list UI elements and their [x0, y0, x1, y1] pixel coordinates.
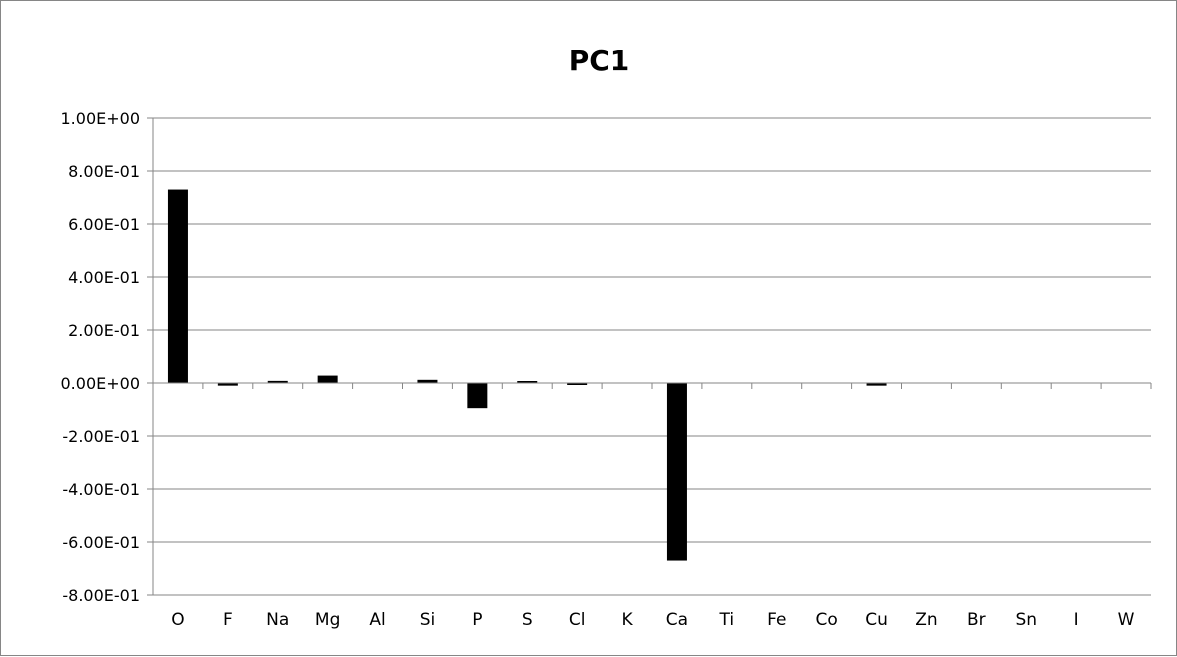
y-tick-label: -4.00E-01 — [62, 480, 140, 499]
x-category-label: Ti — [719, 610, 735, 630]
bar-ca — [666, 383, 687, 561]
x-category-label: Cu — [865, 610, 888, 630]
x-category-label: K — [621, 610, 633, 630]
y-tick-label: 1.00E+00 — [61, 109, 141, 128]
bar-cu — [866, 383, 887, 386]
y-tick-label: 2.00E-01 — [68, 321, 140, 340]
x-category-label: Ca — [666, 610, 688, 630]
bar-si — [417, 379, 438, 383]
x-category-label: Al — [369, 610, 385, 630]
bar-na — [267, 380, 288, 383]
axes — [147, 117, 1152, 596]
x-category-label: Sn — [1015, 610, 1037, 630]
x-category-label: O — [171, 610, 184, 630]
x-category-label: Br — [967, 610, 986, 630]
y-tick-label: -8.00E-01 — [62, 586, 140, 605]
x-category-label: S — [522, 610, 533, 630]
bar-mg — [317, 375, 338, 383]
x-category-label: Si — [420, 610, 436, 630]
chart-title: PC1 — [569, 44, 630, 77]
bar-o — [167, 189, 188, 383]
gridlines — [153, 117, 1151, 596]
y-tick-label: 6.00E-01 — [68, 215, 140, 234]
x-category-label: Mg — [315, 610, 340, 630]
y-tick-label: 8.00E-01 — [68, 162, 140, 181]
x-category-label: Co — [816, 610, 838, 630]
x-category-label: I — [1074, 610, 1079, 630]
x-category-label: W — [1118, 610, 1135, 630]
x-category-label: P — [472, 610, 482, 630]
x-category-label: F — [223, 610, 233, 630]
x-category-labels: O F Na Mg Al Si P S Cl K Ca Ti Fe Co Cu Zn Br Sn I W — [171, 610, 1134, 630]
bar-p — [467, 383, 488, 409]
y-tick-label: 4.00E-01 — [68, 268, 140, 287]
y-tick-label: 0.00E+00 — [61, 374, 141, 393]
x-category-label: Cl — [569, 610, 586, 630]
bar-f — [217, 383, 238, 386]
bars — [167, 189, 887, 561]
x-category-label: Zn — [915, 610, 937, 630]
y-tick-labels: 1.00E+00 8.00E-01 6.00E-01 4.00E-01 2.00E-01… — [61, 109, 141, 605]
bar-cl — [567, 383, 588, 385]
bar-s — [517, 381, 538, 383]
y-tick-label: -6.00E-01 — [62, 533, 140, 552]
x-category-label: Fe — [767, 610, 786, 630]
x-category-label: Na — [266, 610, 289, 630]
y-tick-label: -2.00E-01 — [62, 427, 140, 446]
